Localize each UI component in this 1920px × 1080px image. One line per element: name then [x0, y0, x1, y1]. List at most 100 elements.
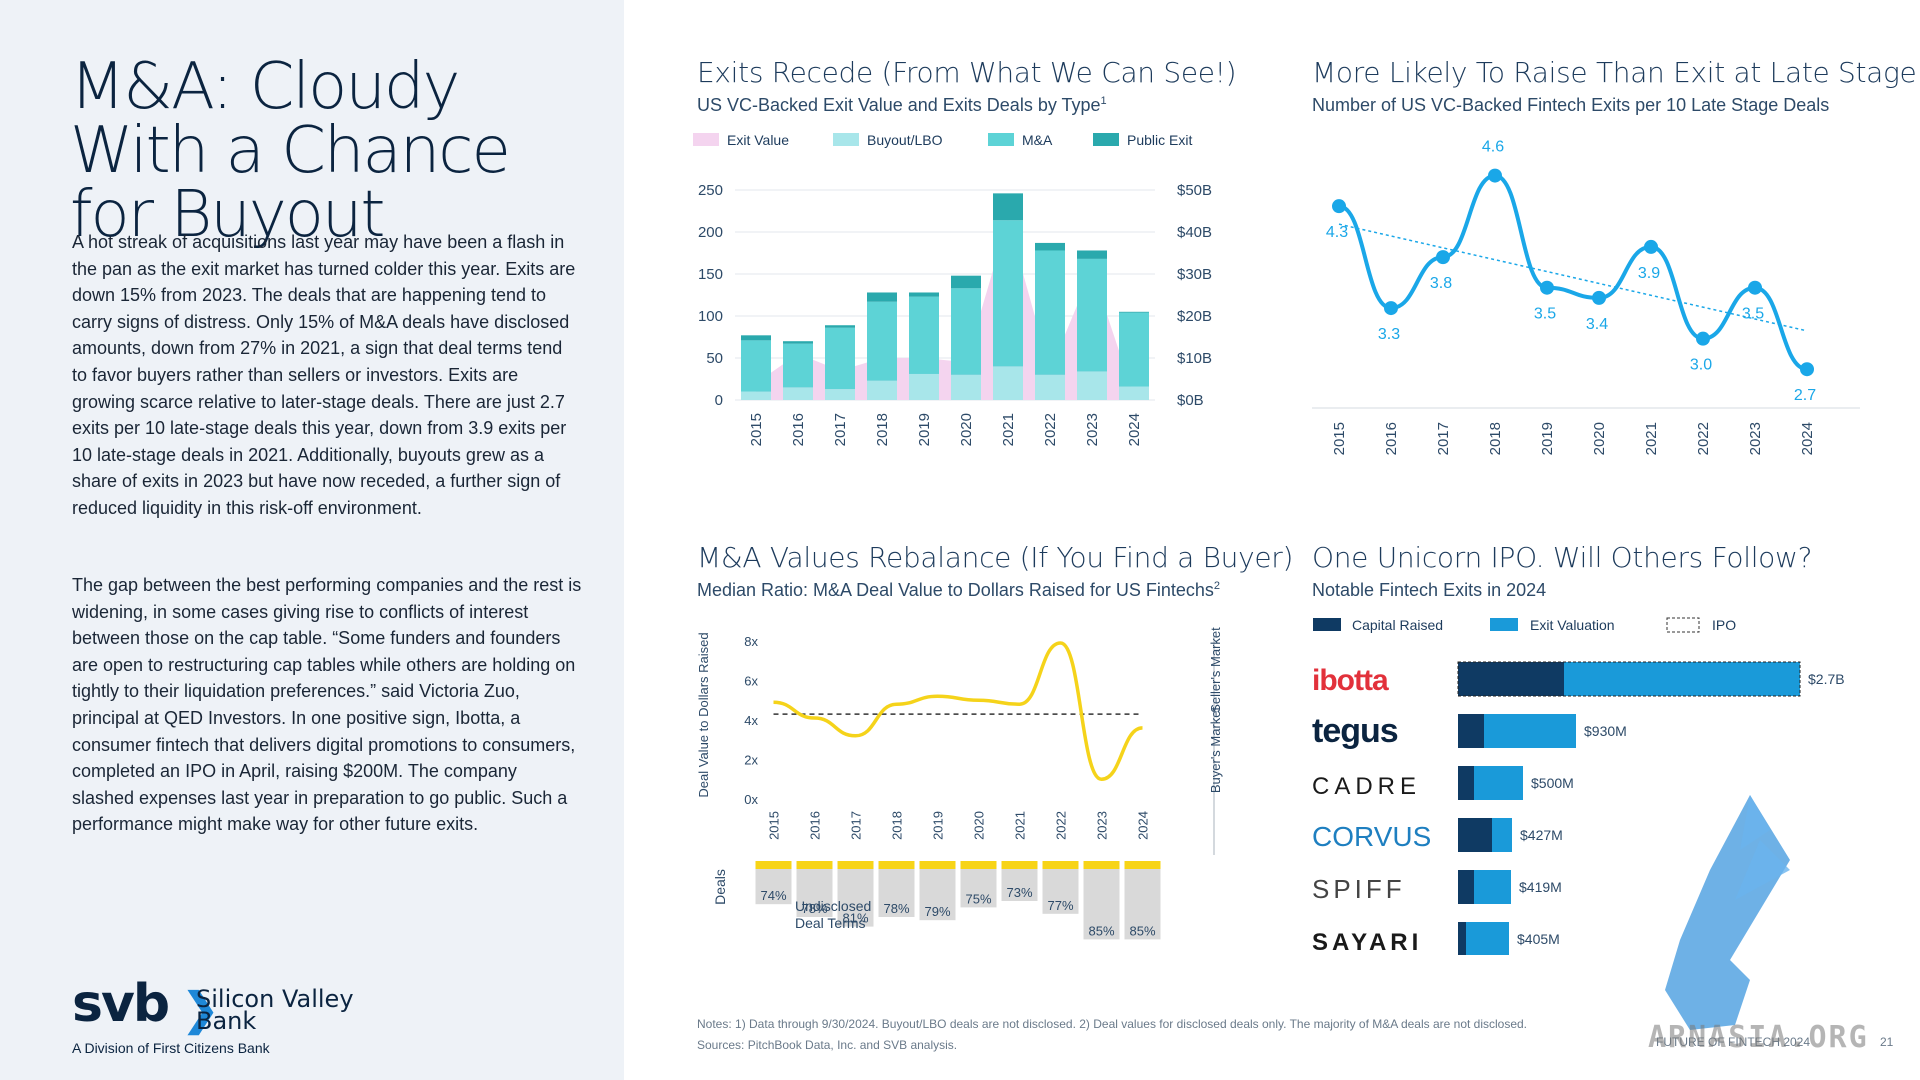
notes-line-1: Notes: 1) Data through 9/30/2024. Buyout…: [697, 1017, 1528, 1031]
company-logo-corvus: CORVUS: [1312, 821, 1431, 852]
bar-m-a: [993, 220, 1023, 367]
bar-buyout-lbo: [951, 374, 981, 400]
x-tick: 2020: [972, 811, 987, 840]
notes-line-2: Sources: PitchBook Data, Inc. and SVB an…: [697, 1038, 958, 1052]
series-line: [773, 641, 1143, 782]
value-label: $405M: [1517, 931, 1560, 947]
deal-undisclosed-bar: [878, 869, 915, 917]
legend-swatch: [1490, 618, 1518, 631]
y-tick-right: $40B: [1177, 224, 1212, 241]
x-tick: 2023: [1084, 413, 1101, 446]
deal-disclosed-bar: [1083, 861, 1120, 869]
y-tick-left: 250: [698, 182, 723, 199]
legend-label: Exit Value: [727, 132, 789, 148]
x-tick: 2024: [1136, 811, 1151, 840]
y-tick: 4x: [744, 713, 758, 728]
buyers-market-label: Buyer's Market: [1208, 706, 1223, 793]
y-tick-left: 150: [698, 266, 723, 283]
page-title: M&A: Cloudy With a Chance for Buyout: [70, 50, 511, 252]
capital-raised-bar: [1458, 870, 1474, 904]
legend-swatch: [833, 133, 859, 146]
data-point: [1488, 168, 1502, 183]
bar-m-a: [951, 288, 981, 375]
left-panel: M&A: Cloudy With a Chance for Buyout A h…: [0, 0, 624, 1080]
x-tick: 2018: [1487, 422, 1504, 455]
bar-public-exit: [993, 193, 1023, 221]
value-label: $930M: [1584, 723, 1627, 739]
bar-m-a: [867, 301, 897, 381]
x-tick: 2018: [874, 413, 891, 446]
company-logo-tegus: tegus: [1312, 712, 1398, 750]
footer-label: FUTURE OF FINTECH 2024: [1656, 1035, 1811, 1049]
data-label: 3.3: [1378, 326, 1400, 343]
deal-disclosed-bar: [1124, 861, 1161, 869]
bar-m-a: [783, 343, 813, 388]
legend-label: IPO: [1712, 617, 1736, 633]
x-tick: 2019: [1539, 422, 1556, 455]
deal-disclosed-bar: [919, 861, 956, 869]
capital-raised-bar: [1458, 818, 1492, 852]
x-tick: 2021: [1000, 413, 1017, 446]
bar-buyout-lbo: [783, 387, 813, 400]
x-tick: 2022: [1042, 413, 1059, 446]
legend-label: Public Exit: [1127, 132, 1192, 148]
deal-pct-label: 85%: [1088, 923, 1114, 938]
x-tick: 2023: [1747, 422, 1764, 455]
x-tick: 2020: [958, 413, 975, 446]
data-label: 3.0: [1690, 357, 1712, 374]
y-tick-right: $20B: [1177, 308, 1212, 325]
deal-disclosed-bar: [960, 861, 997, 869]
y-tick-left: 100: [698, 308, 723, 325]
deal-pct-label: 73%: [1006, 885, 1032, 900]
deal-disclosed-bar: [1001, 861, 1038, 869]
bar-buyout-lbo: [1035, 374, 1065, 400]
x-tick: 2017: [832, 413, 849, 446]
bar-buyout-lbo: [1077, 371, 1107, 400]
capital-raised-bar: [1458, 662, 1564, 696]
bar-public-exit: [951, 275, 981, 289]
deal-pct-label: 79%: [924, 904, 950, 919]
deal-undisclosed-bar: [1124, 869, 1161, 940]
watermark-bird-icon: [1665, 795, 1790, 1030]
data-label: 3.5: [1742, 306, 1764, 323]
bar-buyout-lbo: [825, 389, 855, 400]
bar-m-a: [1035, 250, 1065, 375]
sellers-market-label: Seller's Market: [1208, 627, 1223, 713]
series-line: [1338, 173, 1808, 372]
data-label: 4.3: [1326, 224, 1348, 241]
chart2-subtitle: Number of US VC-Backed Fintech Exits per…: [1312, 95, 1830, 115]
y-tick: 6x: [744, 674, 758, 689]
bar-public-exit: [825, 325, 855, 328]
x-tick: 2017: [1435, 422, 1452, 455]
x-tick: 2021: [1643, 422, 1660, 455]
x-tick: 2021: [1013, 811, 1028, 840]
deal-pct-label: 78%: [801, 901, 827, 916]
deal-undisclosed-bar: [755, 869, 792, 905]
deal-undisclosed-bar: [1001, 869, 1038, 901]
body-paragraph-2: The gap between the best performing comp…: [72, 575, 582, 835]
data-point: [1696, 331, 1710, 346]
bar-buyout-lbo: [867, 380, 897, 400]
x-tick: 2016: [1383, 422, 1400, 455]
chart3-subtitle: Median Ratio: M&A Deal Value to Dollars …: [697, 580, 1221, 600]
body-paragraph-1: A hot streak of acquisitions last year m…: [72, 232, 576, 518]
deal-pct-label: 81%: [842, 911, 868, 926]
bar-m-a: [1119, 312, 1149, 387]
data-label: 3.8: [1430, 275, 1452, 292]
bar-buyout-lbo: [993, 366, 1023, 400]
legend-label: M&A: [1022, 132, 1053, 148]
deal-disclosed-bar: [755, 861, 792, 869]
deal-pct-label: 74%: [760, 888, 786, 903]
legend-swatch: [693, 133, 719, 146]
y-tick: 8x: [744, 634, 758, 649]
y-tick-right: $0B: [1177, 392, 1204, 409]
legend-swatch: [1093, 133, 1119, 146]
chart1-exits-bar: Exit Value Buyout/LBO M&A Public Exit 0 50 100…: [693, 132, 1212, 446]
deal-disclosed-bar: [796, 861, 833, 869]
deal-disclosed-bar: [1042, 861, 1079, 869]
deal-undisclosed-bar: [796, 869, 833, 917]
chart1-title: Exits Recede (From What We Can See!): [697, 56, 1237, 89]
deal-pct-label: 77%: [1047, 898, 1073, 913]
data-point: [1540, 280, 1554, 295]
bar-public-exit: [783, 341, 813, 344]
